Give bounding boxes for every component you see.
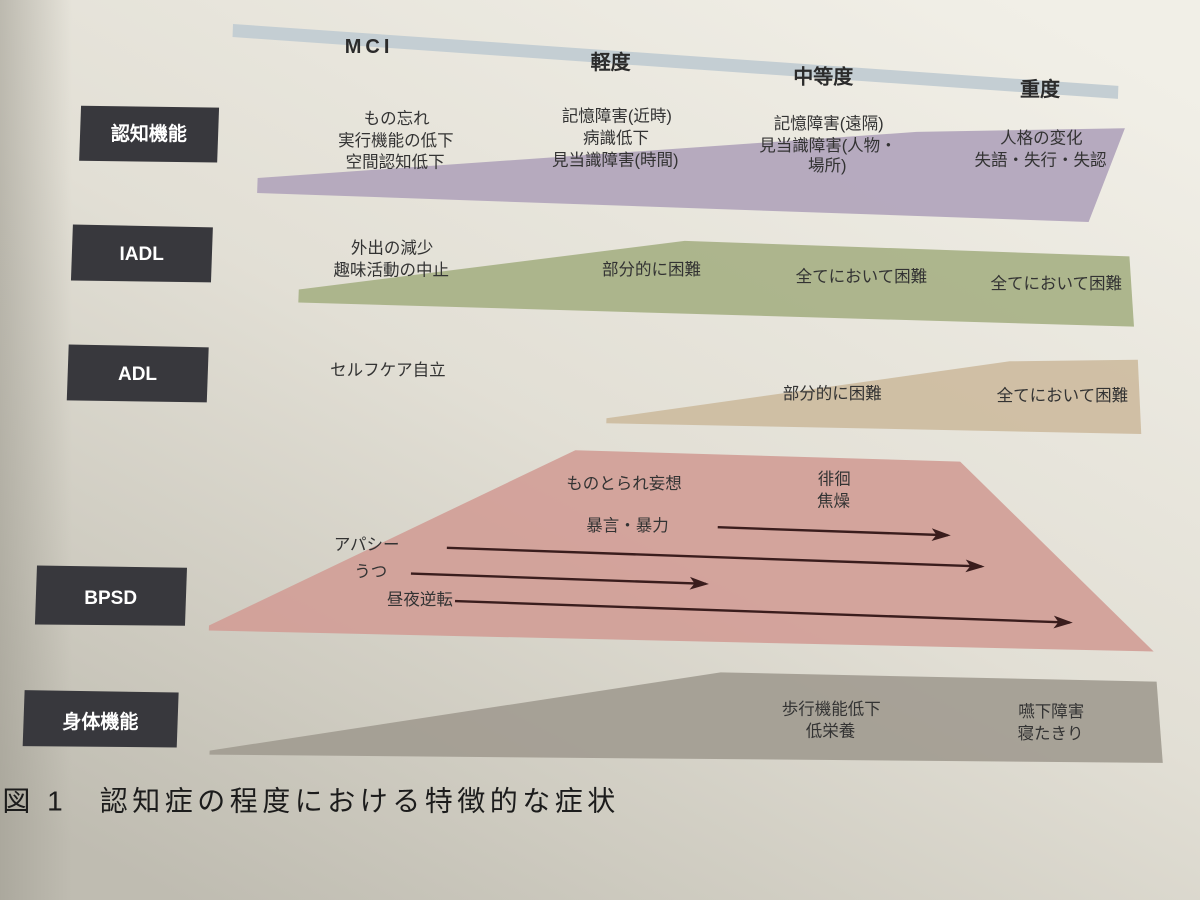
svg-text:外出の減少: 外出の減少 [351,239,434,258]
svg-text:重度: 重度 [1020,77,1061,101]
svg-text:趣味活動の中止: 趣味活動の中止 [334,261,450,280]
svg-text:空間認知低下: 空間認知低下 [346,153,445,172]
svg-text:暴言・暴力: 暴言・暴力 [586,516,669,535]
svg-text:嚥下障害: 嚥下障害 [1018,702,1084,721]
svg-text:部分的に困難: 部分的に困難 [602,260,701,279]
svg-text:MCI: MCI [345,36,394,58]
svg-text:昼夜逆転: 昼夜逆転 [387,590,453,609]
svg-text:もの忘れ: もの忘れ [364,109,431,128]
svg-text:実行機能の低下: 実行機能の低下 [338,131,454,150]
svg-text:失語・失行・失認: 失語・失行・失認 [975,150,1107,169]
svg-text:BPSD: BPSD [84,588,137,609]
svg-text:寝たきり: 寝たきり [1018,723,1084,743]
svg-text:認知機能: 認知機能 [111,122,187,145]
svg-text:アパシー: アパシー [334,536,400,554]
svg-text:人格の変化: 人格の変化 [1000,128,1083,147]
svg-text:見当識障害(人物・: 見当識障害(人物・ [759,136,897,155]
svg-text:見当識障害(時間): 見当識障害(時間) [552,150,679,169]
svg-text:ADL: ADL [118,364,157,385]
svg-text:全てにおいて困難: 全てにおいて困難 [997,386,1129,405]
svg-text:図 1 認知症の程度における特徴的な症状: 図 1 認知症の程度における特徴的な症状 [2,785,619,816]
svg-text:IADL: IADL [120,244,165,265]
svg-text:焦燥: 焦燥 [817,491,851,510]
svg-text:部分的に困難: 部分的に困難 [783,384,882,403]
svg-text:低栄養: 低栄養 [806,721,856,740]
svg-text:全てにおいて困難: 全てにおいて困難 [796,267,928,286]
svg-text:記憶障害(遠隔): 記憶障害(遠隔) [774,114,884,133]
svg-text:場所): 場所) [808,156,847,175]
svg-text:中等度: 中等度 [793,65,854,89]
svg-text:徘徊: 徘徊 [818,469,851,488]
svg-text:記憶障害(近時): 記憶障害(近時) [562,106,672,125]
svg-text:うつ: うつ [354,563,387,581]
svg-text:歩行機能低下: 歩行機能低下 [782,699,881,718]
svg-text:軽度: 軽度 [591,50,632,74]
svg-text:ものとられ妄想: ものとられ妄想 [566,474,682,493]
svg-text:身体機能: 身体機能 [62,710,138,733]
svg-text:病識低下: 病識低下 [583,128,649,147]
svg-text:全てにおいて困難: 全てにおいて困難 [991,274,1123,293]
svg-text:セルフケア自立: セルフケア自立 [330,361,446,380]
